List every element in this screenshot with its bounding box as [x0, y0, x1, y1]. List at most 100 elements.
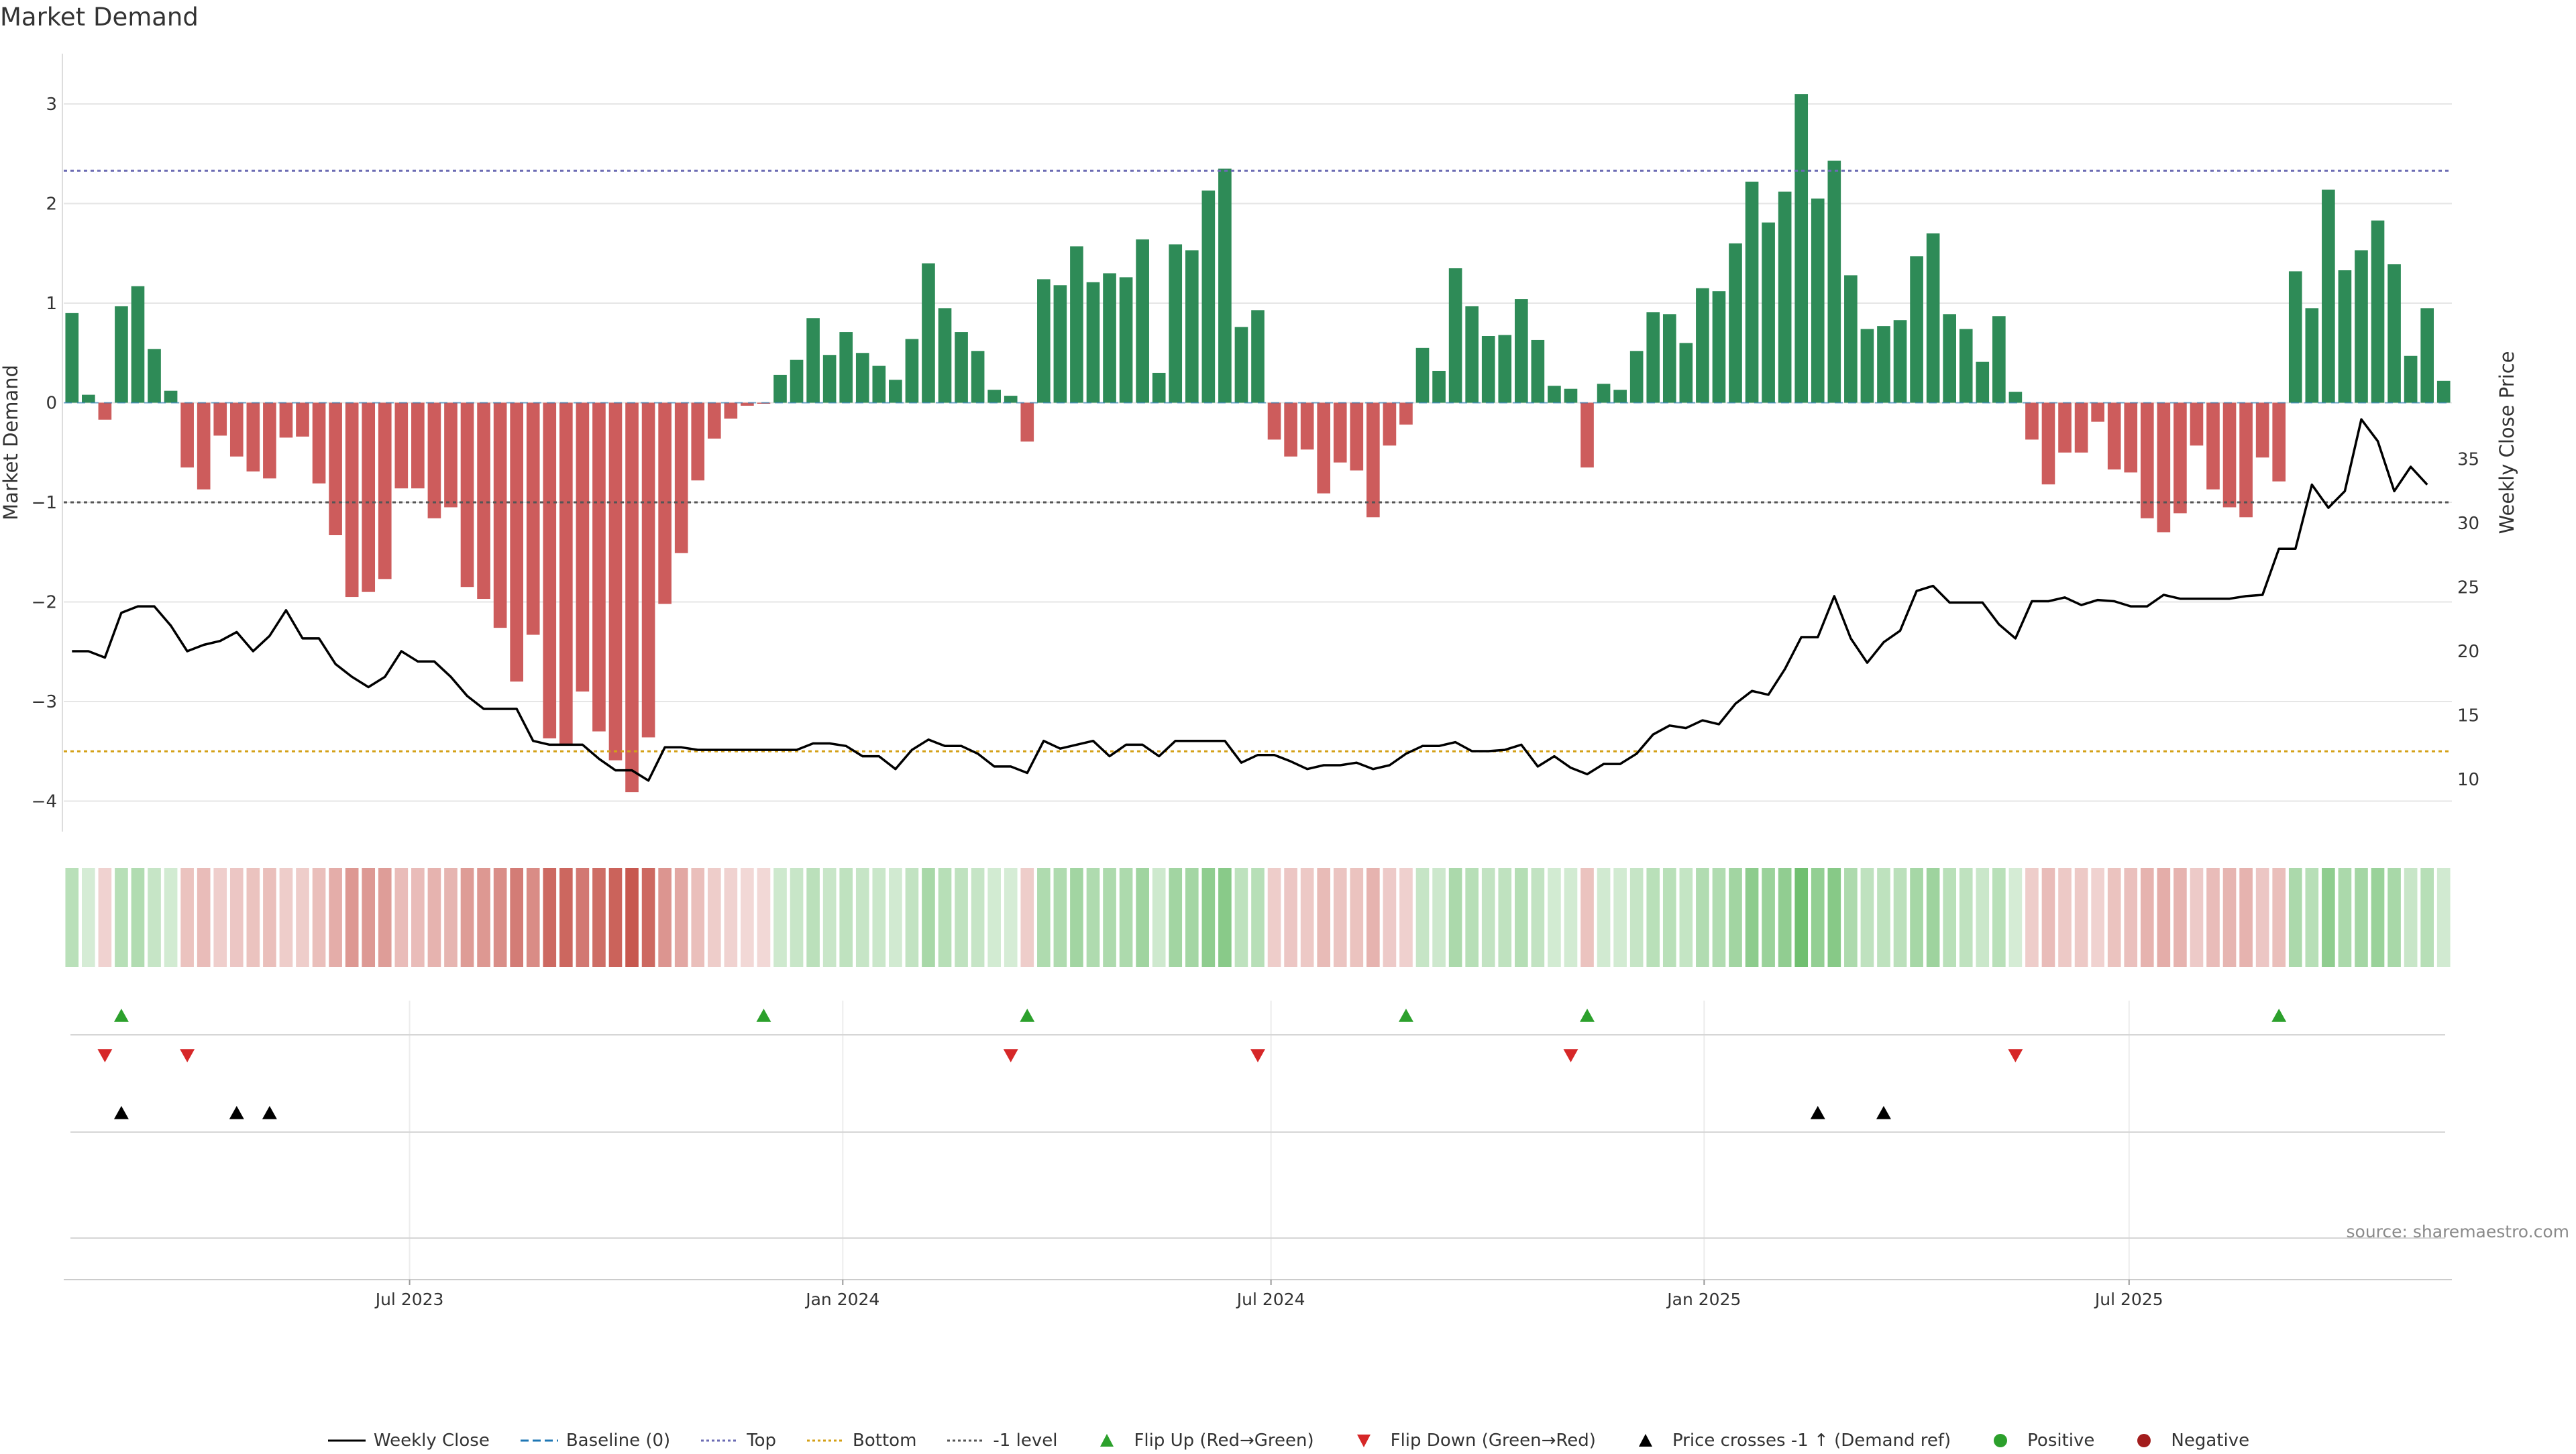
heat-cell	[1762, 868, 1775, 967]
y2-tick-label: 20	[2457, 642, 2479, 662]
heat-cell	[263, 868, 276, 967]
demand-bar	[806, 318, 820, 403]
heat-cell	[543, 868, 557, 967]
legend-label: Bottom	[853, 1431, 917, 1451]
demand-bar	[1893, 320, 1907, 403]
demand-bar	[2338, 270, 2352, 403]
y2-tick-label: 30	[2457, 514, 2479, 534]
demand-bar	[345, 402, 359, 598]
heat-cell	[1827, 868, 1841, 967]
legend-item: Top	[700, 1431, 776, 1451]
heat-cell	[2174, 868, 2187, 967]
heat-cell	[1465, 868, 1479, 967]
heat-cell	[1333, 868, 1347, 967]
demand-bar	[971, 351, 985, 403]
heat-cell	[1531, 868, 1545, 967]
heat-cell	[510, 868, 523, 967]
demand-bar	[2404, 355, 2418, 403]
demand-bar	[1729, 243, 1742, 403]
demand-bar	[1152, 372, 1166, 403]
heat-cell	[1629, 868, 1644, 967]
heat-cell	[1119, 868, 1133, 967]
demand-bar	[691, 402, 705, 481]
heat-cell	[1234, 868, 1248, 967]
heat-cell	[971, 868, 985, 967]
demand-bar	[938, 308, 952, 403]
demand-bar	[1053, 285, 1067, 403]
heat-cell	[1580, 868, 1594, 967]
demand-bar	[608, 402, 623, 761]
demand-bar	[65, 313, 79, 403]
heat-cell	[2058, 868, 2072, 967]
heat-cell	[345, 868, 359, 967]
heat-cell	[2140, 868, 2154, 967]
demand-bar	[2305, 308, 2319, 403]
flip-down-marker	[97, 1049, 113, 1062]
demand-bar	[1415, 347, 1430, 403]
heat-cell	[855, 868, 869, 967]
demand-bar	[2387, 264, 2401, 403]
heat-cell	[2157, 868, 2171, 967]
legend-item: Baseline (0)	[519, 1431, 670, 1451]
y-tick-label: 0	[46, 394, 57, 414]
heat-cell	[1169, 868, 1183, 967]
heat-cell	[1548, 868, 1561, 967]
heat-cell	[1432, 868, 1446, 967]
heat-cell	[1662, 868, 1676, 967]
demand-bar	[1597, 384, 1611, 403]
price-cross-marker	[229, 1106, 244, 1119]
demand-bar	[1465, 306, 1479, 403]
demand-bar	[1580, 402, 1594, 468]
flip-down-marker	[1003, 1049, 1018, 1062]
demand-bar	[790, 359, 804, 403]
heat-cell	[477, 868, 490, 967]
demand-bar	[1383, 402, 1397, 446]
flip-down-marker	[180, 1049, 195, 1062]
heat-cell	[279, 868, 293, 967]
demand-bar	[1548, 386, 1561, 403]
x-tick-label: Jul 2024	[1236, 1290, 1305, 1309]
heat-cell	[1004, 868, 1018, 967]
demand-bar	[296, 402, 309, 437]
demand-bar	[1185, 250, 1199, 403]
heat-cell	[2222, 868, 2237, 967]
demand-bar	[197, 402, 211, 490]
heat-cell	[1745, 868, 1759, 967]
demand-bar	[855, 353, 869, 403]
y-axis-title: Market Demand	[0, 365, 22, 520]
demand-bar	[2041, 402, 2055, 485]
demand-bar	[1020, 402, 1034, 442]
demand-bar	[164, 390, 178, 403]
heat-cell	[1959, 868, 1973, 967]
demand-bar	[839, 332, 853, 403]
y2-tick-label: 25	[2457, 578, 2479, 598]
legend-item: Negative	[2124, 1431, 2249, 1451]
legend-swatch-icon	[1356, 1435, 1371, 1447]
heat-cell	[938, 868, 952, 967]
heat-cell	[2190, 868, 2204, 967]
heat-cell	[148, 868, 161, 967]
heat-cell	[2107, 868, 2121, 967]
legend-label: Flip Down (Green→Red)	[1390, 1431, 1596, 1451]
heat-cell	[872, 868, 886, 967]
heat-cell	[1910, 868, 1923, 967]
heat-cell	[625, 868, 639, 967]
chart-title: Market Demand	[0, 3, 199, 32]
demand-bar	[592, 402, 606, 732]
demand-bar	[427, 402, 441, 518]
heat-cell	[2338, 868, 2352, 967]
heat-cell	[576, 868, 590, 967]
heat-cell	[1712, 868, 1726, 967]
heat-cell	[822, 868, 837, 967]
price-cross-marker	[113, 1106, 129, 1119]
legend-item: Price crosses -1 ↑ (Demand ref)	[1625, 1431, 1951, 1451]
demand-bar	[510, 402, 523, 682]
demand-bar	[1234, 327, 1248, 403]
y-tick-label: 2	[46, 194, 57, 215]
heat-cell	[411, 868, 425, 967]
heat-cell	[1020, 868, 1034, 967]
flip-up-marker	[756, 1009, 771, 1022]
heat-cell	[790, 868, 804, 967]
flip-down-marker	[1250, 1049, 1265, 1062]
heat-cell	[1201, 868, 1216, 967]
